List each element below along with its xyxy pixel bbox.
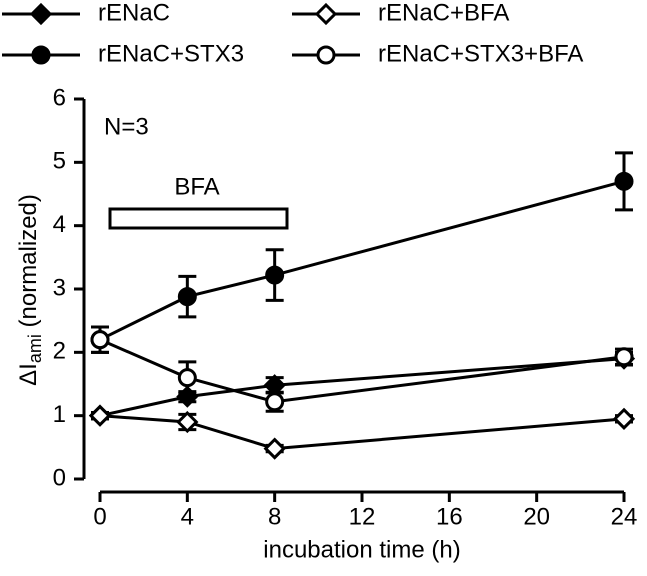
marker <box>88 404 112 427</box>
series-line <box>99 338 625 404</box>
x-tick-label: 8 <box>268 503 281 530</box>
marker <box>265 392 285 412</box>
marker <box>29 2 53 26</box>
x-tick-label: 0 <box>93 503 106 530</box>
legend-label: rENaC+BFA <box>378 0 509 26</box>
x-tick-label: 4 <box>181 503 194 530</box>
series-line <box>99 179 625 342</box>
legend-label: rENaC+STX3+BFA <box>378 40 583 67</box>
marker <box>31 45 51 65</box>
y-tick-label: 5 <box>53 148 66 175</box>
y-axis-label: ΔIami (normalized) <box>15 194 44 386</box>
marker <box>176 410 199 434</box>
x-tick-label: 16 <box>436 503 463 530</box>
marker <box>177 368 197 388</box>
y-label-main: ΔI <box>15 363 42 386</box>
legend-label: rENaC+STX3 <box>98 40 244 67</box>
marker <box>90 330 110 350</box>
series-line <box>99 414 625 451</box>
marker <box>612 407 636 430</box>
y-label-sub: ami <box>25 334 45 363</box>
y-tick-label: 0 <box>53 464 66 491</box>
y-tick-label: 2 <box>53 338 66 365</box>
bfa-bar <box>108 207 289 230</box>
y-tick-label: 6 <box>53 84 66 111</box>
annotation: BFA <box>174 173 219 200</box>
marker <box>614 171 634 191</box>
y-tick-label: 1 <box>53 401 66 428</box>
marker <box>177 287 197 307</box>
x-axis-label: incubation time (h) <box>263 536 460 563</box>
marker <box>316 45 336 65</box>
marker <box>263 437 286 460</box>
x-tick-label: 12 <box>349 503 376 530</box>
marker <box>314 2 338 26</box>
y-tick-label: 3 <box>53 274 66 301</box>
annotation: N=3 <box>104 113 149 140</box>
y-tick-label: 4 <box>53 211 66 238</box>
marker <box>265 265 285 285</box>
y-label-rest: (normalized) <box>15 194 42 334</box>
marker <box>614 347 634 367</box>
x-tick-label: 24 <box>611 503 638 530</box>
legend-label: rENaC <box>98 0 170 26</box>
x-tick-label: 20 <box>523 503 550 530</box>
